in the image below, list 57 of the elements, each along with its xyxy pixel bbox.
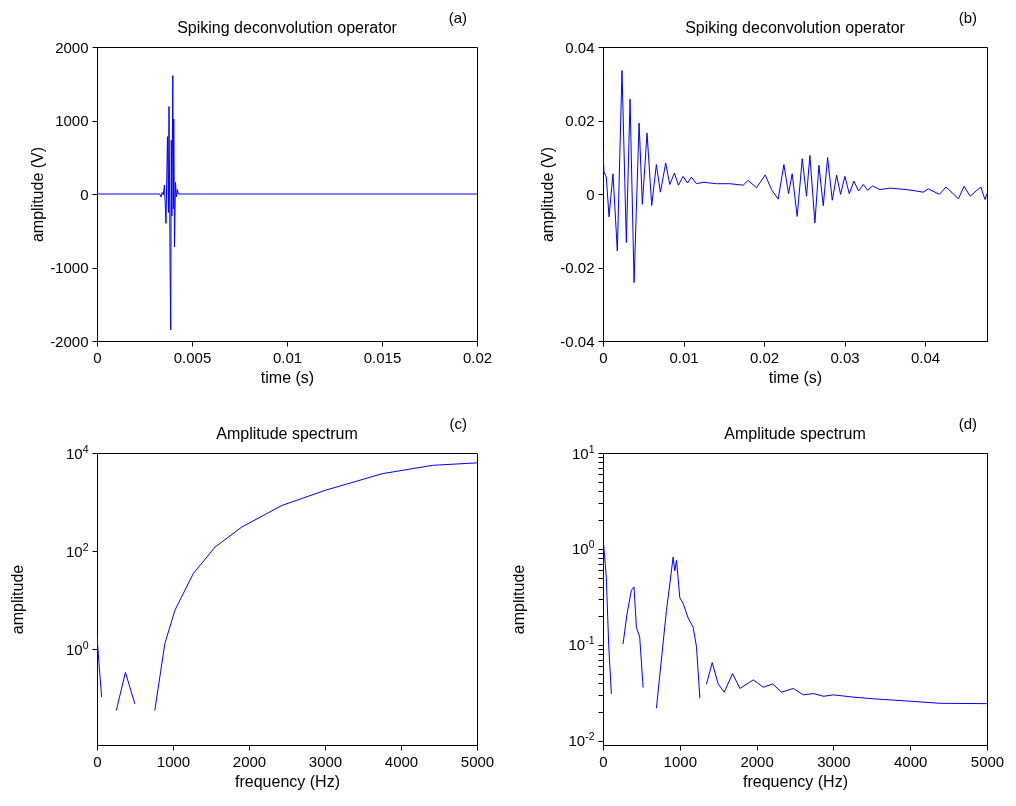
y-axis-title: amplitude [8, 564, 26, 635]
x-tick-label: 5000 [460, 752, 495, 770]
x-tick-label: 0 [599, 752, 608, 770]
x-tick-label: 5000 [970, 752, 1005, 770]
y-tick-label: 0.02 [565, 112, 595, 129]
y-tick-label: 10$^{0}$ [65, 638, 89, 658]
y-axis-title: amplitude (V) [539, 146, 557, 243]
y-tick-label: 10$^{-1}$ [568, 634, 595, 654]
x-tick-label: 1000 [663, 752, 697, 770]
line-series [97, 75, 477, 331]
y-tick-label: 10$^{4}$ [65, 442, 89, 462]
y-tick-label: 2000 [55, 38, 89, 56]
chart-title: Amplitude spectrum [724, 425, 866, 442]
text: (b) [958, 9, 977, 26]
x-tick-label: 3000 [308, 752, 343, 770]
y-tick-label: 10$^{0}$ [571, 538, 595, 558]
x-tick-label: 0 [599, 348, 608, 366]
y-tick-label: 10$^{1}$ [571, 442, 595, 462]
y-tick-label: -2000 [50, 332, 89, 350]
text: (a) [448, 9, 467, 26]
y-tick-label: 10$^{2}$ [65, 540, 89, 560]
text: (c) [449, 415, 467, 432]
x-tick-label: 0 [93, 348, 102, 366]
x-tick-label: 0.02 [749, 348, 780, 366]
y-tick-label: 0 [80, 185, 89, 203]
y-tick-label: -0.02 [560, 259, 595, 276]
y-tick-label: 0.04 [565, 38, 595, 56]
x-tick-label: 0.03 [830, 348, 860, 366]
x-tick-label: 3000 [817, 752, 851, 770]
text: (d) [958, 415, 977, 432]
x-tick-label: 4000 [894, 752, 928, 770]
x-tick-label: 2000 [232, 752, 267, 770]
x-axis-title: frequency (Hz) [743, 772, 848, 790]
y-tick-label: 10$^{-2}$ [568, 730, 595, 750]
y-tick-label: -0.04 [560, 332, 595, 350]
chart-title: Amplitude spectrum [216, 425, 358, 442]
line-series [603, 70, 987, 284]
x-tick-label: 0.01 [272, 348, 303, 366]
x-tick-label: 0.04 [910, 348, 941, 366]
chart-title: Spiking deconvolution operator [685, 19, 906, 36]
chart-title: Spiking deconvolution operator [177, 19, 398, 36]
x-tick-label: 1000 [156, 752, 191, 770]
x-tick-label: 0.005 [173, 348, 212, 366]
y-tick-label: 1000 [55, 112, 89, 129]
y-axis-title: amplitude [509, 564, 527, 635]
y-tick-label: -1000 [50, 259, 89, 276]
y-axis-title: amplitude (V) [29, 146, 47, 243]
x-tick-label: 0 [93, 752, 102, 770]
x-tick-label: 0.02 [462, 348, 493, 366]
x-axis-title: time (s) [768, 368, 823, 386]
x-tick-label: 2000 [740, 752, 774, 770]
x-axis-title: frequency (Hz) [235, 772, 340, 790]
x-tick-label: 4000 [384, 752, 419, 770]
x-tick-label: 0.015 [363, 348, 402, 366]
x-tick-label: 0.01 [669, 348, 699, 366]
y-tick-label: 0 [586, 185, 595, 203]
x-axis-title: time (s) [260, 368, 315, 386]
